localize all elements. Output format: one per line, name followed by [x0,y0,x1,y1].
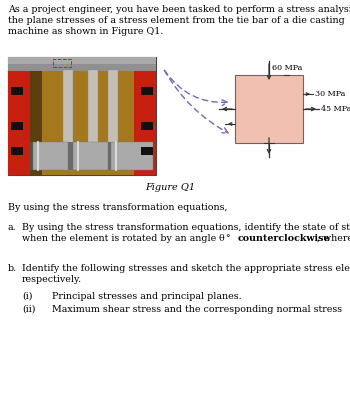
Text: 30 MPa: 30 MPa [315,90,345,98]
Text: 45 MPa: 45 MPa [321,105,350,113]
Text: Principal stresses and principal planes.: Principal stresses and principal planes. [52,292,241,301]
Text: By using the stress transformation equations,: By using the stress transformation equat… [8,203,228,212]
Text: b.: b. [8,264,17,273]
Bar [63,70,73,170]
Text: Figure Q1: Figure Q1 [146,183,196,192]
Bar [111,142,153,170]
Text: θ: θ [218,234,224,243]
Bar [8,57,30,175]
Text: a.: a. [8,223,17,232]
Bar [141,122,153,130]
Bar [8,57,156,64]
Bar [11,122,23,130]
Text: respectively.: respectively. [22,275,82,284]
Text: counterclockwise: counterclockwise [238,234,331,243]
Bar [33,142,68,170]
Text: (i): (i) [22,292,33,301]
Text: Maximum shear stress and the corresponding normal stress: Maximum shear stress and the correspondi… [52,305,342,314]
Bar [141,87,153,95]
Bar [8,57,156,71]
Bar [235,75,303,143]
Text: By using the stress transformation equations, identify the state of stress: By using the stress transformation equat… [22,223,350,232]
Bar [11,87,23,95]
Bar [73,142,108,170]
Bar [30,142,134,170]
Bar [53,59,71,67]
Text: (ii): (ii) [22,305,35,314]
Text: the plane stresses of a stress element from the tie bar of a die casting: the plane stresses of a stress element f… [8,16,345,25]
Bar [108,70,118,170]
Bar [8,57,156,175]
Bar [11,147,23,155]
Text: machine as shown in Figure Q1.: machine as shown in Figure Q1. [8,27,163,36]
Bar [88,70,98,170]
Bar [141,147,153,155]
Text: 60 MPa: 60 MPa [272,64,302,72]
Text: °: ° [223,234,234,243]
Text: when the element is rotated by an angle: when the element is rotated by an angle [22,234,219,243]
Text: , where θ=: , where θ= [317,234,350,243]
Bar [30,57,134,175]
Bar [30,57,42,175]
Text: Identify the following stresses and sketch the appropriate stress elements: Identify the following stresses and sket… [22,264,350,273]
Text: As a project engineer, you have been tasked to perform a stress analysis of: As a project engineer, you have been tas… [8,5,350,14]
Bar [134,57,156,175]
